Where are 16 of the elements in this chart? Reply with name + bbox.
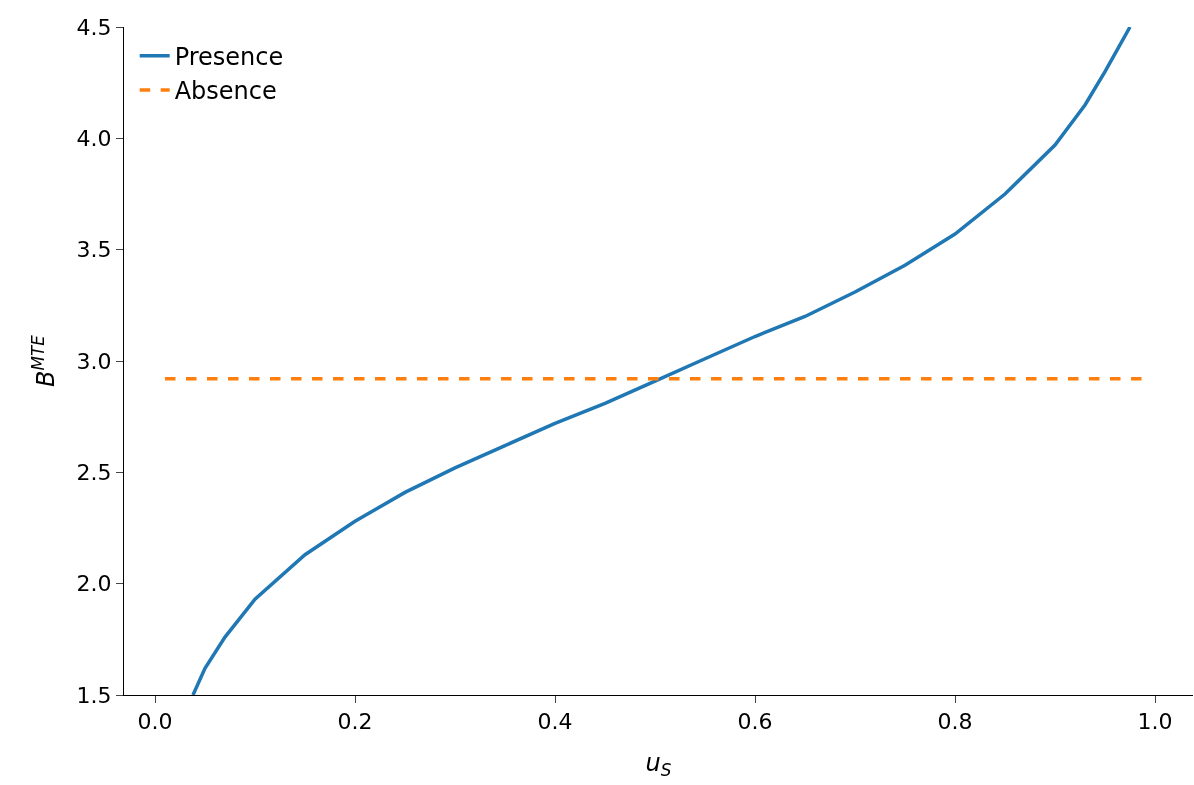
x-tick-label: 0.6 — [737, 709, 773, 735]
x-tick-label: 0.2 — [337, 709, 373, 735]
x-tick-label: 0.8 — [937, 709, 973, 735]
x-axis-title: u$_{S}$ — [645, 748, 672, 780]
y-tick-label: 2.5 — [76, 460, 112, 486]
x-tick-label: 0.4 — [537, 709, 573, 735]
legend-label: Absence — [174, 77, 277, 106]
legend-label: Presence — [174, 43, 284, 72]
y-tick-label: 1.5 — [76, 682, 112, 708]
x-tick-label: 0.0 — [137, 709, 173, 735]
y-tick-label: 4.0 — [76, 126, 112, 152]
y-tick-label: 4.5 — [76, 14, 112, 40]
y-tick-label: 3.0 — [76, 348, 112, 374]
x-tick-label: 1.0 — [1137, 709, 1173, 735]
y-tick-label: 2.0 — [76, 571, 112, 597]
y-tick-label: 3.5 — [76, 237, 112, 263]
